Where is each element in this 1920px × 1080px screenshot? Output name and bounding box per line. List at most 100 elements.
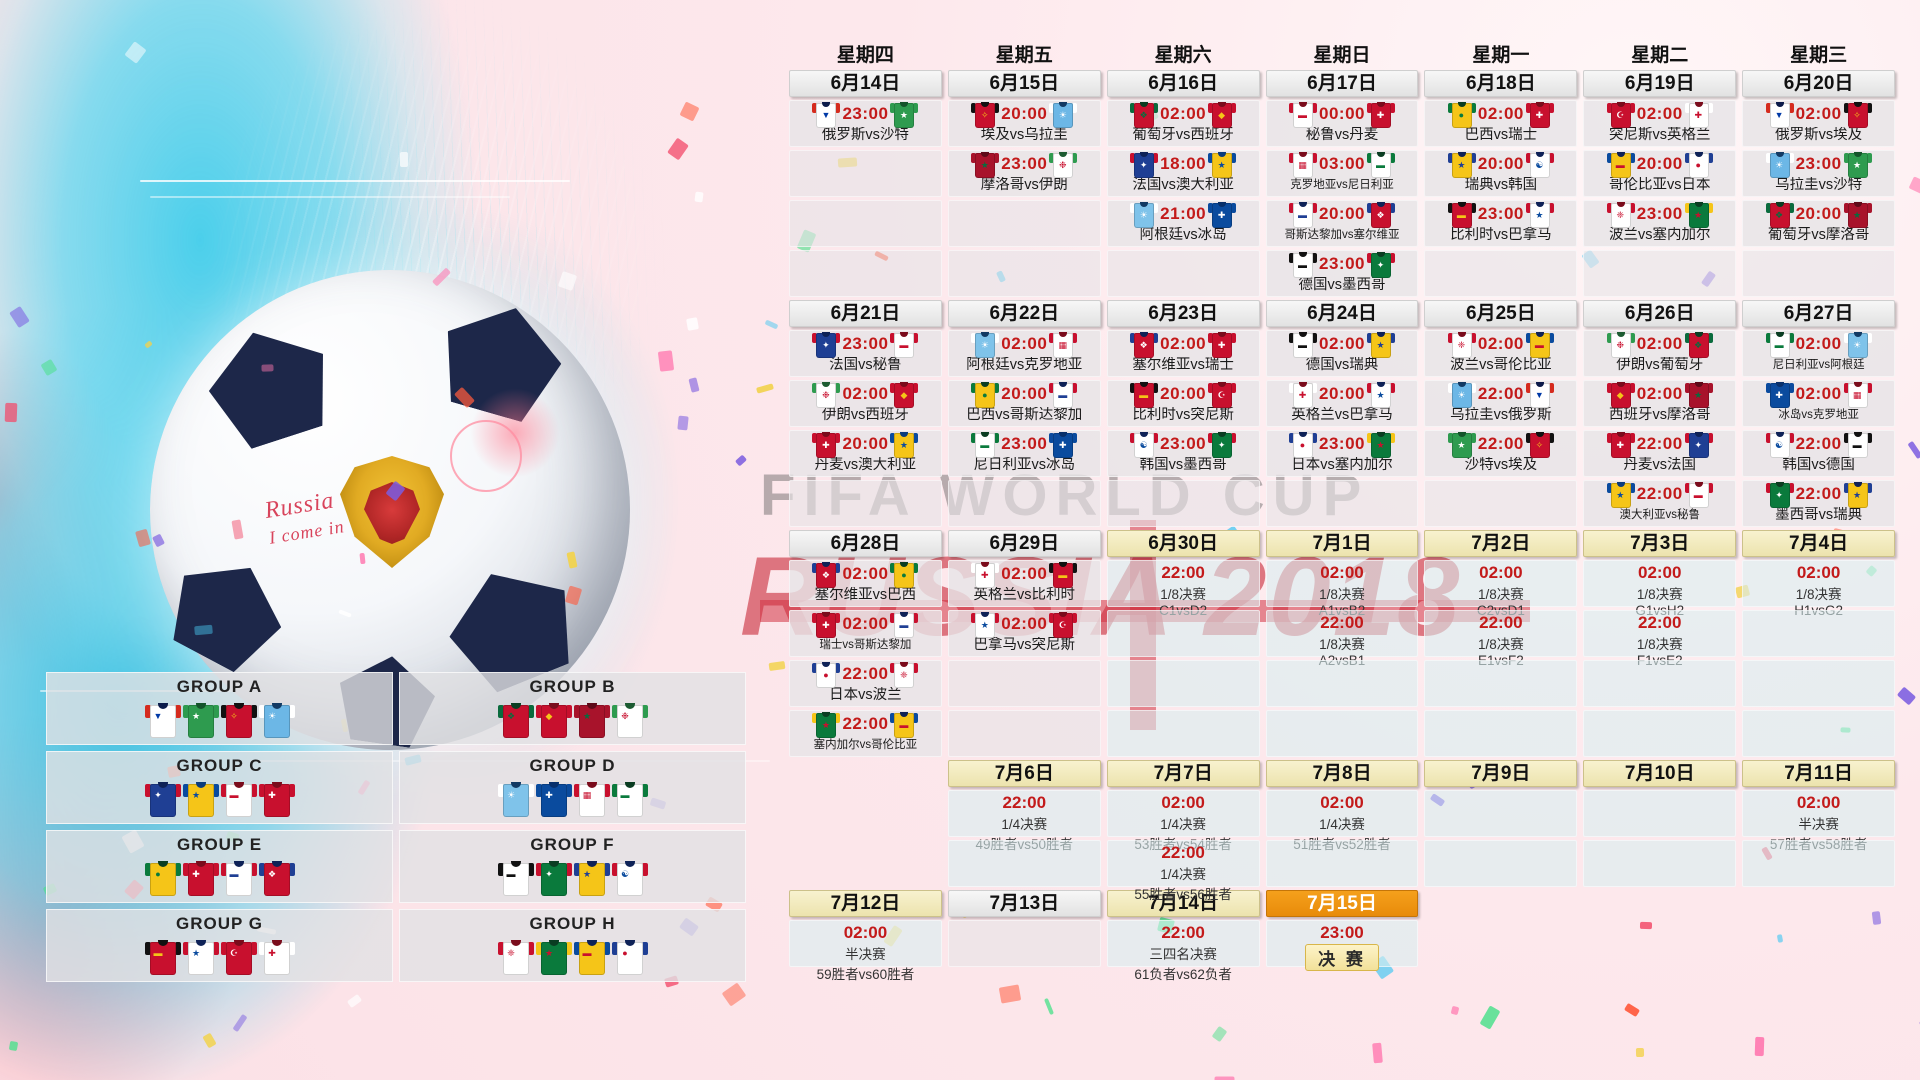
group-match-cell[interactable]: ❉ 02:00 ❖ 伊朗vs葡萄牙 xyxy=(1583,330,1736,377)
group-match-cell[interactable]: ✦ 23:00 ▬ 法国vs秘鲁 xyxy=(789,330,942,377)
group-match-cell[interactable]: ☯ 22:00 ▬ 韩国vs德国 xyxy=(1742,430,1895,477)
group-match-cell[interactable]: ▬ 02:00 ★ 德国vs瑞典 xyxy=(1266,330,1419,377)
group-match-cell[interactable]: ✦ 22:00 ★ 墨西哥vs瑞典 xyxy=(1742,480,1895,527)
knockout-match-cell[interactable]: 02:001/8决赛C2vsD1 xyxy=(1424,560,1577,607)
group-match-cell[interactable]: ✚ 02:00 ▬ 瑞士vs哥斯达黎加 xyxy=(789,610,942,657)
date-header[interactable]: 7月1日 xyxy=(1266,530,1419,557)
date-header[interactable]: 6月14日 xyxy=(789,70,942,97)
group-match-cell[interactable]: ❈ 02:00 ▬ 波兰vs哥伦比亚 xyxy=(1424,330,1577,377)
knockout-match-cell[interactable]: 02:00 半决赛 59胜者vs60胜者 xyxy=(789,920,942,967)
group-match-cell[interactable]: ✚ 02:00 ▬ 英格兰vs比利时 xyxy=(948,560,1101,607)
group-match-cell[interactable]: ▼ 23:00 ★ 俄罗斯vs沙特 xyxy=(789,100,942,147)
group-match-cell[interactable]: ❉ 02:00 ◆ 伊朗vs西班牙 xyxy=(789,380,942,427)
group-match-cell[interactable]: ● 23:00 ★ 日本vs塞内加尔 xyxy=(1266,430,1419,477)
group-match-cell[interactable]: ▦ 03:00 ▬ 克罗地亚vs尼日利亚 xyxy=(1266,150,1419,197)
group-box[interactable]: GROUP C ✦ ★ ▬ ✚ xyxy=(46,751,393,824)
date-header[interactable]: 7月8日 xyxy=(1266,760,1419,787)
knockout-match-cell[interactable]: 22:001/8决赛F1vsE2 xyxy=(1583,610,1736,657)
group-match-cell[interactable]: ☀ 23:00 ★ 乌拉圭vs沙特 xyxy=(1742,150,1895,197)
group-match-cell[interactable]: ✚ 02:00 ▦ 冰岛vs克罗地亚 xyxy=(1742,380,1895,427)
date-header[interactable]: 7月11日 xyxy=(1742,760,1895,787)
date-header[interactable]: 7月6日 xyxy=(948,760,1101,787)
knockout-match-cell[interactable]: 02:00半决赛57胜者vs58胜者 xyxy=(1742,790,1895,837)
group-match-cell[interactable]: ✧ 20:00 ☀ 埃及vs乌拉圭 xyxy=(948,100,1101,147)
group-match-cell[interactable]: ✚ 20:00 ★ 英格兰vs巴拿马 xyxy=(1266,380,1419,427)
group-match-cell[interactable]: ▬ 20:00 ● 哥伦比亚vs日本 xyxy=(1583,150,1736,197)
date-header[interactable]: 7月13日 xyxy=(948,890,1101,917)
date-header[interactable]: 7月3日 xyxy=(1583,530,1736,557)
group-match-cell[interactable]: ★ 20:00 ☯ 瑞典vs韩国 xyxy=(1424,150,1577,197)
group-match-cell[interactable]: ▬ 20:00 ❖ 哥斯达黎加vs塞尔维亚 xyxy=(1266,200,1419,247)
group-match-cell[interactable]: ❖ 02:00 ◆ 葡萄牙vs西班牙 xyxy=(1107,100,1260,147)
group-box[interactable]: GROUP E ● ✚ ▬ ❖ xyxy=(46,830,393,903)
group-match-cell[interactable]: ✦ 18:00 ★ 法国vs澳大利亚 xyxy=(1107,150,1260,197)
knockout-match-cell[interactable]: 22:001/8决赛E1vsF2 xyxy=(1424,610,1577,657)
date-header[interactable]: 7月12日 xyxy=(789,890,942,917)
group-match-cell[interactable]: ★ 23:00 ❉ 摩洛哥vs伊朗 xyxy=(948,150,1101,197)
date-header[interactable]: 7月4日 xyxy=(1742,530,1895,557)
group-match-cell[interactable]: ☀ 02:00 ▦ 阿根廷vs克罗地亚 xyxy=(948,330,1101,377)
group-box[interactable]: GROUP F ▬ ✦ ★ ☯ xyxy=(399,830,746,903)
group-match-cell[interactable]: ★ 22:00 ✧ 沙特vs埃及 xyxy=(1424,430,1577,477)
date-header[interactable]: 7月10日 xyxy=(1583,760,1736,787)
group-match-cell[interactable]: ✚ 22:00 ✦ 丹麦vs法国 xyxy=(1583,430,1736,477)
group-box[interactable]: GROUP H ❈ ★ ▬ ● xyxy=(399,909,746,982)
group-match-cell[interactable]: ▬ 00:00 ✚ 秘鲁vs丹麦 xyxy=(1266,100,1419,147)
group-match-cell[interactable]: ● 20:00 ▬ 巴西vs哥斯达黎加 xyxy=(948,380,1101,427)
group-match-cell[interactable]: ▼ 02:00 ✧ 俄罗斯vs埃及 xyxy=(1742,100,1895,147)
knockout-match-cell[interactable]: 22:001/8决赛A2vsB1 xyxy=(1266,610,1419,657)
date-header[interactable]: 7月15日 xyxy=(1266,890,1419,917)
group-match-cell[interactable]: ❖ 20:00 ★ 葡萄牙vs摩洛哥 xyxy=(1742,200,1895,247)
group-match-cell[interactable]: ▬ 23:00 ✚ 尼日利亚vs冰岛 xyxy=(948,430,1101,477)
date-header[interactable]: 6月28日 xyxy=(789,530,942,557)
date-header[interactable]: 6月16日 xyxy=(1107,70,1260,97)
group-match-cell[interactable]: ★ 22:00 ▬ 澳大利亚vs秘鲁 xyxy=(1583,480,1736,527)
knockout-match-cell[interactable]: 02:001/8决赛H1vsG2 xyxy=(1742,560,1895,607)
group-match-cell[interactable]: ☀ 22:00 ▼ 乌拉圭vs俄罗斯 xyxy=(1424,380,1577,427)
date-header[interactable]: 6月19日 xyxy=(1583,70,1736,97)
group-match-cell[interactable]: ☯ 23:00 ✦ 韩国vs墨西哥 xyxy=(1107,430,1260,477)
date-header[interactable]: 6月20日 xyxy=(1742,70,1895,97)
date-header[interactable]: 6月25日 xyxy=(1424,300,1577,327)
group-match-cell[interactable]: ★ 22:00 ▬ 塞内加尔vs哥伦比亚 xyxy=(789,710,942,757)
group-match-cell[interactable]: ▬ 02:00 ☀ 尼日利亚vs阿根廷 xyxy=(1742,330,1895,377)
date-header[interactable]: 7月2日 xyxy=(1424,530,1577,557)
group-match-cell[interactable]: ❖ 02:00 ● 塞尔维亚vs巴西 xyxy=(789,560,942,607)
group-box[interactable]: GROUP G ▬ ★ ☪ ✚ xyxy=(46,909,393,982)
date-header[interactable]: 6月23日 xyxy=(1107,300,1260,327)
knockout-match-cell[interactable]: 22:001/4决赛49胜者vs50胜者 xyxy=(948,790,1101,837)
group-match-cell[interactable]: ● 22:00 ❈ 日本vs波兰 xyxy=(789,660,942,707)
final-match-cell[interactable]: 23:00 决 赛 xyxy=(1266,920,1419,967)
date-header[interactable]: 6月21日 xyxy=(789,300,942,327)
date-header[interactable]: 6月30日 xyxy=(1107,530,1260,557)
knockout-match-cell[interactable]: 02:001/4决赛51胜者vs52胜者 xyxy=(1266,790,1419,837)
group-box[interactable]: GROUP B ❖ ◆ ★ ❉ xyxy=(399,672,746,745)
group-match-cell[interactable]: ◆ 02:00 ★ 西班牙vs摩洛哥 xyxy=(1583,380,1736,427)
date-header[interactable]: 6月26日 xyxy=(1583,300,1736,327)
group-box[interactable]: GROUP A ▼ ★ ✧ ☀ xyxy=(46,672,393,745)
knockout-match-cell[interactable]: 02:001/4决赛53胜者vs54胜者 xyxy=(1107,790,1260,837)
date-header[interactable]: 6月29日 xyxy=(948,530,1101,557)
group-match-cell[interactable]: ● 02:00 ✚ 巴西vs瑞士 xyxy=(1424,100,1577,147)
date-header[interactable]: 7月9日 xyxy=(1424,760,1577,787)
knockout-match-cell[interactable]: 22:00 1/4决赛 55胜者vs56胜者 xyxy=(1107,840,1260,887)
group-match-cell[interactable]: ☪ 02:00 ✚ 突尼斯vs英格兰 xyxy=(1583,100,1736,147)
group-box[interactable]: GROUP D ☀ ✚ ▦ ▬ xyxy=(399,751,746,824)
date-header[interactable]: 6月18日 xyxy=(1424,70,1577,97)
group-match-cell[interactable]: ▬ 23:00 ✦ 德国vs墨西哥 xyxy=(1266,250,1419,297)
date-header[interactable]: 6月22日 xyxy=(948,300,1101,327)
group-match-cell[interactable]: ✚ 20:00 ★ 丹麦vs澳大利亚 xyxy=(789,430,942,477)
group-match-cell[interactable]: ★ 02:00 ☪ 巴拿马vs突尼斯 xyxy=(948,610,1101,657)
date-header[interactable]: 6月24日 xyxy=(1266,300,1419,327)
group-match-cell[interactable]: ☀ 21:00 ✚ 阿根廷vs冰岛 xyxy=(1107,200,1260,247)
knockout-match-cell[interactable]: 02:001/8决赛A1vsB2 xyxy=(1266,560,1419,607)
knockout-match-cell[interactable]: 02:001/8决赛G1vsH2 xyxy=(1583,560,1736,607)
group-match-cell[interactable]: ▬ 20:00 ☪ 比利时vs突尼斯 xyxy=(1107,380,1260,427)
knockout-match-cell[interactable]: 22:00 三四名决赛 61负者vs62负者 xyxy=(1107,920,1260,967)
knockout-match-cell[interactable]: 22:001/8决赛C1vsD2 xyxy=(1107,560,1260,607)
group-match-cell[interactable]: ▬ 23:00 ★ 比利时vs巴拿马 xyxy=(1424,200,1577,247)
date-header[interactable]: 6月17日 xyxy=(1266,70,1419,97)
date-header[interactable]: 6月27日 xyxy=(1742,300,1895,327)
date-header[interactable]: 6月15日 xyxy=(948,70,1101,97)
group-match-cell[interactable]: ❈ 23:00 ★ 波兰vs塞内加尔 xyxy=(1583,200,1736,247)
